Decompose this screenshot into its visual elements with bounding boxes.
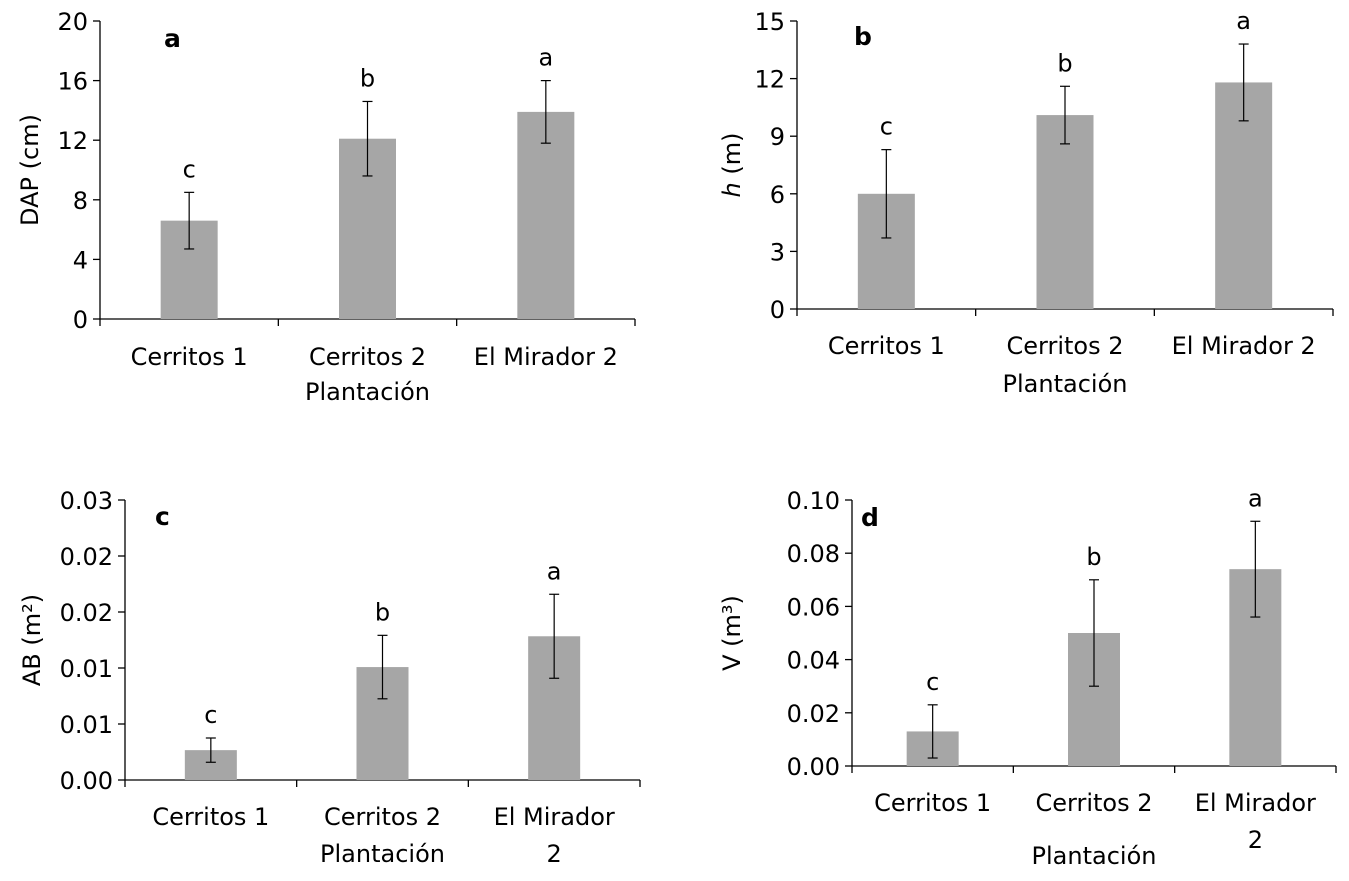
x-axis-title: Plantación xyxy=(1003,370,1128,398)
y-tick-label: 9 xyxy=(770,123,785,151)
panel-label: b xyxy=(854,22,872,51)
x-category-label: 2 xyxy=(547,840,562,868)
x-axis-title: Plantación xyxy=(305,378,430,406)
significance-letter: b xyxy=(375,598,390,626)
x-category-label: El Mirador 2 xyxy=(474,343,618,371)
x-category-label: Cerritos 2 xyxy=(1007,332,1124,360)
x-axis-title: Plantación xyxy=(320,840,445,868)
y-tick-label: 12 xyxy=(57,127,88,155)
x-category-label: Cerritos 2 xyxy=(1036,789,1153,817)
bar-2 xyxy=(1036,115,1094,309)
significance-letter: a xyxy=(1248,484,1263,512)
x-category-label: El Mirador xyxy=(494,803,615,831)
y-tick-label: 8 xyxy=(73,187,88,215)
significance-letter: a xyxy=(547,557,562,585)
x-category-label: 2 xyxy=(1248,826,1263,854)
panel-label: d xyxy=(861,503,879,532)
x-category-label: Cerritos 1 xyxy=(874,789,991,817)
significance-letter: c xyxy=(926,668,939,696)
significance-letter: a xyxy=(538,44,553,72)
significance-letter: b xyxy=(1057,49,1072,77)
y-tick-label: 0.01 xyxy=(60,655,113,683)
x-category-label: Cerritos 2 xyxy=(309,343,426,371)
y-axis-title: DAP (cm) xyxy=(16,114,44,226)
y-tick-label: 0.02 xyxy=(60,599,113,627)
y-tick-label: 0 xyxy=(770,296,785,324)
bar-3 xyxy=(517,111,575,319)
significance-letter: c xyxy=(183,155,196,183)
x-category-label: Cerritos 1 xyxy=(828,332,945,360)
x-category-label: El Mirador xyxy=(1195,789,1316,817)
x-axis-title: Plantación xyxy=(1032,842,1157,870)
y-tick-label: 0.00 xyxy=(787,753,840,781)
chart-panel-a: 0 4 8 12 16 20 c Cerritos 1 b Cerritos 2 a El Mirad… xyxy=(16,8,636,406)
chart-panel-b: 0 3 6 9 12 15 c Cerritos 1 b Cerritos 2 a El Mirado… xyxy=(718,7,1334,398)
y-tick-label: 0.02 xyxy=(60,543,113,571)
y-tick-label: 16 xyxy=(57,68,88,96)
y-tick-label: 20 xyxy=(57,8,88,36)
significance-letter: a xyxy=(1236,7,1251,35)
y-tick-label: 0.04 xyxy=(787,647,840,675)
x-category-label: Cerritos 2 xyxy=(324,803,441,831)
significance-letter: c xyxy=(880,113,893,141)
panel-label: a xyxy=(164,24,181,53)
significance-letter: b xyxy=(360,64,375,92)
y-tick-label: 0.10 xyxy=(787,487,840,515)
y-tick-label: 12 xyxy=(754,66,785,94)
y-tick-label: 0.02 xyxy=(787,700,840,728)
panel-label: c xyxy=(155,502,170,531)
significance-letter: c xyxy=(204,701,217,729)
chart-panel-d: 0.00 0.02 0.04 0.06 0.08 0.10 c Cerritos 1 b Cerr… xyxy=(718,484,1337,870)
chart-panel-c: 0.00 0.01 0.01 0.02 0.02 0.03 c Cerritos 1 b Cerr… xyxy=(18,487,641,868)
y-tick-label: 0.03 xyxy=(60,487,113,515)
y-tick-label: 4 xyxy=(73,246,88,274)
y-tick-label: 0.01 xyxy=(60,711,113,739)
y-tick-label: 6 xyxy=(770,181,785,209)
x-category-label: Cerritos 1 xyxy=(131,343,248,371)
x-category-label: El Mirador 2 xyxy=(1172,332,1316,360)
y-axis-title: h (m) xyxy=(718,133,746,198)
y-tick-label: 0.00 xyxy=(60,767,113,795)
y-axis-title: AB (m²) xyxy=(18,594,46,686)
y-tick-label: 0.06 xyxy=(787,593,840,621)
y-tick-label: 0 xyxy=(73,306,88,334)
y-axis-title: V (m³) xyxy=(718,595,746,671)
x-category-label: Cerritos 1 xyxy=(152,803,269,831)
y-tick-label: 0.08 xyxy=(787,540,840,568)
significance-letter: b xyxy=(1086,543,1101,571)
y-tick-label: 15 xyxy=(754,8,785,36)
y-tick-label: 3 xyxy=(770,238,785,266)
